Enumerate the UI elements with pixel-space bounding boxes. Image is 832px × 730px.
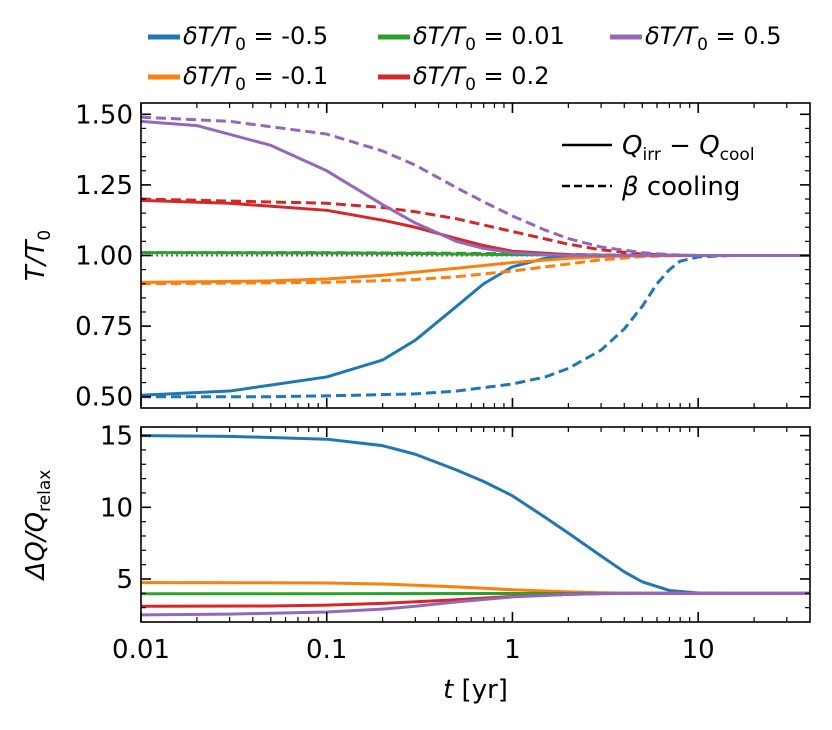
temperature-panel: 0.50 0.75 1.00 1.25 1.50 T/T0 Qirr − Qcool β co… [21, 100, 811, 413]
series-line-dt0.5-dashed [141, 115, 810, 257]
bottom-y-axis-label: ΔQ/Qrelax [21, 470, 55, 582]
y-tick-label: 1.50 [75, 100, 133, 130]
legend-label: δT/T0 = 0.5 [645, 22, 781, 55]
heating-ratio-panel: 5 10 15 ΔQ/Qrelax [21, 422, 811, 623]
bottom-frame [140, 426, 811, 623]
y-tick-label: 10 [100, 493, 133, 523]
legend-label: δT/T0 = -0.5 [183, 22, 328, 55]
x-tick-label: 0.01 [112, 635, 170, 665]
y-tick-label: 15 [100, 422, 133, 452]
y-tick-label: 5 [116, 565, 133, 595]
dashed-line-label: β cooling [621, 172, 740, 202]
x-tick-label: 1 [504, 635, 521, 665]
x-tick-label: 0.1 [306, 635, 347, 665]
series-line-dt-0.5-solid [141, 254, 810, 397]
top-plot-area [141, 115, 810, 399]
series-line-dt-0.1-solid [141, 254, 810, 284]
series-line-dt-0.5-solid [141, 434, 810, 595]
y-tick-label: 1.25 [75, 171, 133, 201]
y-tick-label: 0.75 [75, 312, 133, 342]
legend-item-dt0.01: δT/T0 = 0.01 [378, 22, 565, 55]
legend-item-dt-0.5: δT/T0 = -0.5 [148, 22, 328, 55]
x-tick-label: 10 [682, 635, 715, 665]
y-tick-label: 0.50 [75, 383, 133, 413]
series-line-dt0.5-solid [141, 591, 810, 617]
series-line-dt0.2-dashed [141, 197, 810, 257]
bottom-plot-area [141, 434, 810, 617]
series-legend: δT/T0 = -0.5 δT/T0 = 0.01 δT/T0 = 0.5 δT/T0… [148, 22, 781, 95]
x-axis-label: t [yr] [443, 675, 508, 705]
line-style-legend: Qirr − Qcool β cooling [562, 131, 755, 202]
x-axis: 0.01 0.1 1 10 t [yr] [112, 635, 715, 705]
legend-item-dt-0.1: δT/T0 = -0.1 [148, 62, 328, 95]
solid-line-label: Qirr − Qcool [622, 131, 755, 165]
legend-label: δT/T0 = -0.1 [183, 62, 328, 95]
legend-label: δT/T0 = 0.2 [413, 62, 549, 95]
legend-item-dt0.2: δT/T0 = 0.2 [378, 62, 549, 95]
top-y-axis-label: T/T0 [21, 230, 55, 281]
legend-item-dt0.5: δT/T0 = 0.5 [610, 22, 781, 55]
series-line-dt-0.5-dashed [141, 254, 810, 399]
series-line-dt0.5-solid [141, 119, 810, 257]
legend-label: δT/T0 = 0.01 [413, 22, 565, 55]
series-line-dt-0.1-dashed [141, 254, 810, 286]
y-tick-label: 1.00 [75, 242, 133, 272]
